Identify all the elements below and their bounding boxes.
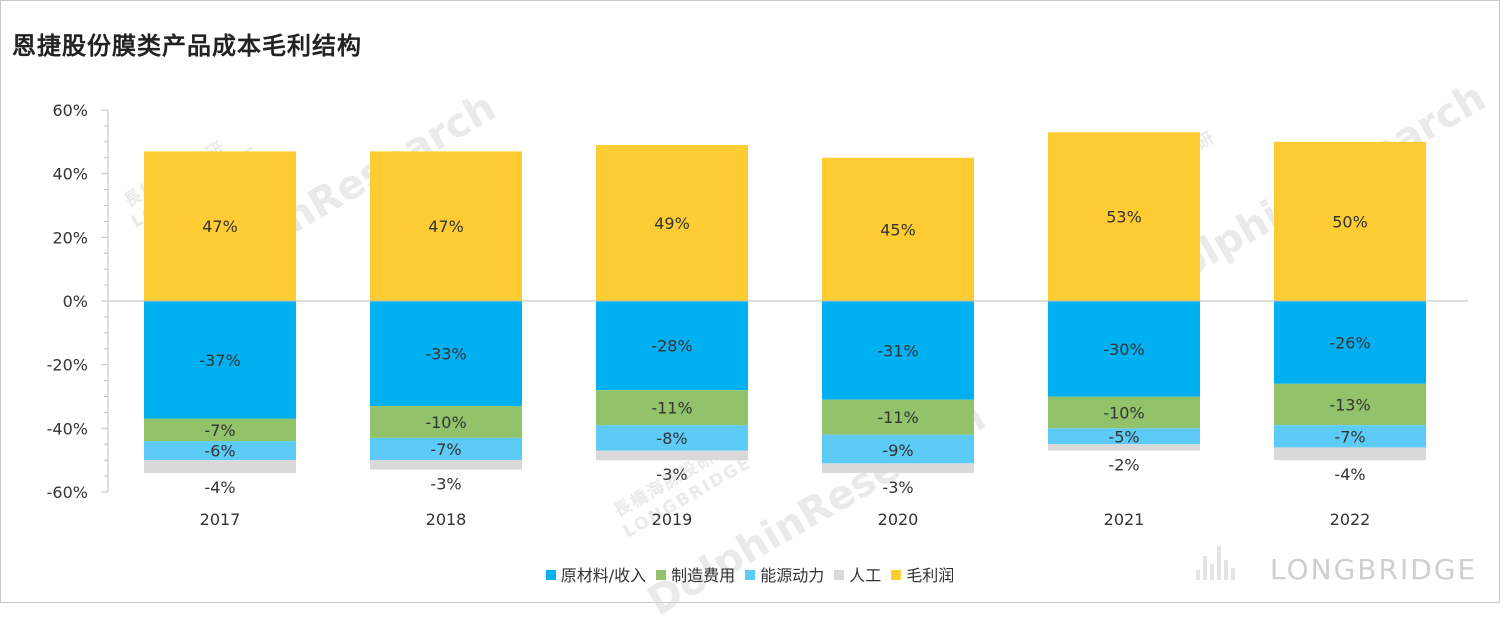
data-label: -6% xyxy=(204,442,235,461)
bar-segment xyxy=(1048,132,1200,301)
data-label: -7% xyxy=(204,421,235,440)
brand-text: LONGBRIDGE xyxy=(1270,553,1478,586)
bar-segment xyxy=(144,460,296,473)
bars xyxy=(144,132,1426,473)
brand-logo-icon xyxy=(1196,544,1235,580)
data-label: -3% xyxy=(430,475,461,494)
data-label: -31% xyxy=(877,341,918,360)
x-tick-label: 2022 xyxy=(1330,510,1371,529)
x-tick-label: 2018 xyxy=(426,510,467,529)
x-tick-label: 2019 xyxy=(652,510,693,529)
data-label: -8% xyxy=(656,429,687,448)
y-tick-label: 60% xyxy=(52,101,88,120)
data-label: 47% xyxy=(428,217,464,236)
x-tick-label: 2017 xyxy=(200,510,241,529)
bar-segment xyxy=(144,441,296,461)
y-tick-label: -60% xyxy=(47,483,88,502)
legend-swatch xyxy=(745,570,756,580)
data-labels: 47% -37% -7% -6% -4% 47% -33% -10% -7% -3% 49% -28%… xyxy=(199,208,1370,497)
legend-label: 能源动力 xyxy=(760,566,825,585)
data-label: -30% xyxy=(1103,340,1144,359)
y-tick-label: -40% xyxy=(47,419,88,438)
data-label: -3% xyxy=(882,478,913,497)
data-label: -3% xyxy=(656,465,687,484)
legend-swatch xyxy=(545,570,556,580)
bar-segment xyxy=(822,301,974,400)
data-label: -28% xyxy=(651,337,692,356)
bar-segment xyxy=(1048,396,1200,429)
data-label: -2% xyxy=(1108,456,1139,475)
legend-item: 能源动力 xyxy=(745,562,824,586)
legend-label: 原材料/收入 xyxy=(560,566,647,585)
y-tick-label: -20% xyxy=(47,356,88,375)
data-label: -7% xyxy=(430,440,461,459)
bar-segment xyxy=(370,437,522,461)
data-label: -10% xyxy=(1103,403,1144,422)
x-axis: 2017 2018 2019 2020 2021 2022 xyxy=(200,510,1371,529)
bar-segment xyxy=(1048,301,1200,397)
legend-item: 制造费用 xyxy=(656,562,735,586)
legend: 原材料/收入 制造费用 能源动力 人工 毛利润 xyxy=(0,562,1500,586)
legend-swatch xyxy=(834,570,845,580)
bar-segment xyxy=(370,151,522,301)
data-label: -5% xyxy=(1108,427,1139,446)
chart-title: 恩捷股份膜类产品成本毛利结构 xyxy=(12,32,362,60)
data-label: 47% xyxy=(202,217,238,236)
y-tick-label: 20% xyxy=(52,228,88,247)
data-label: -26% xyxy=(1329,333,1370,352)
bar-segment xyxy=(1274,425,1426,448)
legend-item: 原材料/收入 xyxy=(545,562,647,586)
bar-segment xyxy=(596,450,748,461)
legend-swatch xyxy=(656,570,667,580)
data-label: -4% xyxy=(204,478,235,497)
bar-segment xyxy=(596,390,748,426)
data-label: -37% xyxy=(199,351,240,370)
legend-swatch xyxy=(891,570,902,580)
y-tick-label: 40% xyxy=(52,165,88,184)
data-label: 45% xyxy=(880,220,916,239)
bar-segment xyxy=(1274,447,1426,461)
bar-segment xyxy=(144,418,296,442)
bar-segment xyxy=(370,406,522,438)
bar-segment xyxy=(596,425,748,451)
bar-segment xyxy=(144,301,296,419)
bar-segment xyxy=(1048,444,1200,451)
legend-item: 毛利润 xyxy=(891,562,954,586)
bar-segment xyxy=(1048,428,1200,445)
data-label: -11% xyxy=(877,408,918,427)
bar-segment xyxy=(596,301,748,391)
data-label: -10% xyxy=(425,413,466,432)
data-label: -9% xyxy=(882,441,913,460)
bar-segment xyxy=(822,434,974,464)
legend-item: 人工 xyxy=(834,562,881,586)
data-label: 50% xyxy=(1332,212,1368,231)
data-label: 53% xyxy=(1106,208,1142,227)
data-label: -13% xyxy=(1329,395,1370,414)
y-tick-label: 0% xyxy=(63,292,88,311)
bar-segment xyxy=(370,460,522,470)
bar-segment xyxy=(822,399,974,435)
data-label: -7% xyxy=(1334,427,1365,446)
stacked-bar-chart: 60% 40% 20% 0% -20% -40% -60% 47% -37% -7% -6% -4%… xyxy=(47,101,1468,529)
bar-segment xyxy=(1274,383,1426,426)
y-axis: 60% 40% 20% 0% -20% -40% -60% xyxy=(47,101,109,502)
legend-label: 毛利润 xyxy=(906,566,955,585)
data-label: -11% xyxy=(651,399,692,418)
bar-segment xyxy=(1274,301,1426,384)
data-label: 49% xyxy=(654,214,690,233)
x-tick-label: 2020 xyxy=(878,510,919,529)
bar-segment xyxy=(596,145,748,301)
legend-label: 制造费用 xyxy=(671,566,736,585)
legend-label: 人工 xyxy=(849,566,882,585)
x-tick-label: 2021 xyxy=(1104,510,1145,529)
data-label: -33% xyxy=(425,345,466,364)
bar-segment xyxy=(370,301,522,407)
data-label: -4% xyxy=(1334,465,1365,484)
bar-segment xyxy=(1274,141,1426,301)
bar-segment xyxy=(144,151,296,301)
bar-segment xyxy=(822,157,974,301)
bar-segment xyxy=(822,463,974,473)
